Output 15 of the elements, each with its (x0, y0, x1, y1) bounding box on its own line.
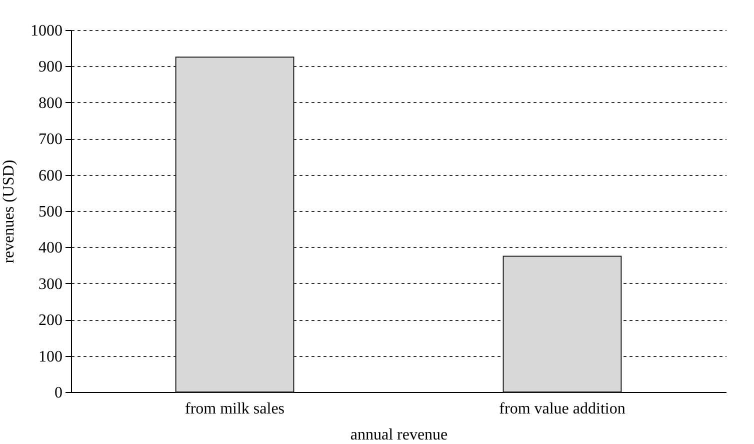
y-tick-label: 400 (38, 240, 62, 257)
y-tick-label: 200 (38, 312, 62, 330)
y-tick-label: 1000 (30, 22, 62, 40)
y-tick-label: 900 (38, 58, 62, 76)
y-tick-label: 300 (38, 276, 62, 293)
x-axis-title: annual revenue (350, 426, 448, 444)
y-tick-label: 800 (38, 94, 62, 112)
y-tick-label: 0 (54, 384, 62, 402)
x-tick-label: from milk sales (184, 400, 285, 418)
x-tick-label: from value addition (499, 400, 626, 418)
y-axis-title: revenues (USD) (0, 160, 18, 264)
y-tick-label: 100 (38, 348, 62, 366)
y-tick-label: 500 (38, 204, 62, 220)
y-tick-label: 700 (38, 131, 62, 148)
y-tick-label: 600 (38, 167, 62, 184)
